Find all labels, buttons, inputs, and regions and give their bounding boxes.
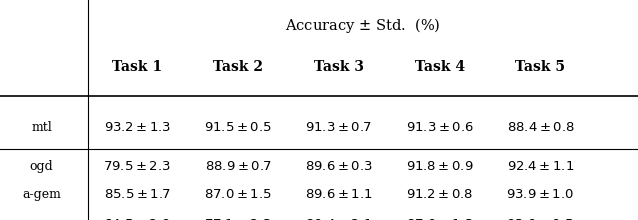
Text: Task 5: Task 5 bbox=[516, 60, 565, 74]
Text: $91.2 \pm 0.8$: $91.2 \pm 0.8$ bbox=[406, 188, 473, 201]
Text: $88.9 \pm 0.7$: $88.9 \pm 0.7$ bbox=[205, 160, 271, 173]
Text: $91.3 \pm 0.6$: $91.3 \pm 0.6$ bbox=[406, 121, 473, 134]
Text: ewc: ewc bbox=[29, 218, 54, 220]
Text: $80.4 \pm 2.1$: $80.4 \pm 2.1$ bbox=[305, 218, 373, 220]
Text: Task 3: Task 3 bbox=[314, 60, 364, 74]
Text: $89.6 \pm 1.1$: $89.6 \pm 1.1$ bbox=[305, 188, 373, 201]
Text: $93.2 \pm 1.3$: $93.2 \pm 1.3$ bbox=[103, 121, 171, 134]
Text: $93.9 \pm 1.0$: $93.9 \pm 1.0$ bbox=[507, 188, 574, 201]
Text: $85.5 \pm 1.7$: $85.5 \pm 1.7$ bbox=[104, 188, 170, 201]
Text: Task 4: Task 4 bbox=[415, 60, 464, 74]
Text: $77.1 \pm 2.3$: $77.1 \pm 2.3$ bbox=[204, 218, 272, 220]
Text: $92.4 \pm 1.1$: $92.4 \pm 1.1$ bbox=[507, 160, 574, 173]
Text: ogd: ogd bbox=[29, 160, 54, 173]
Text: $88.4 \pm 0.8$: $88.4 \pm 0.8$ bbox=[507, 121, 574, 134]
Text: $91.8 \pm 0.9$: $91.8 \pm 0.9$ bbox=[406, 160, 473, 173]
Text: $93.0 \pm 0.5$: $93.0 \pm 0.5$ bbox=[507, 218, 574, 220]
Text: $87.0 \pm 1.5$: $87.0 \pm 1.5$ bbox=[204, 188, 272, 201]
Text: $87.9 \pm 1.3$: $87.9 \pm 1.3$ bbox=[406, 218, 473, 220]
Text: Accuracy $\pm$ Std.  (%): Accuracy $\pm$ Std. (%) bbox=[285, 16, 441, 35]
Text: $64.5 \pm 2.9$: $64.5 \pm 2.9$ bbox=[103, 218, 171, 220]
Text: $79.5 \pm 2.3$: $79.5 \pm 2.3$ bbox=[103, 160, 171, 173]
Text: Task 2: Task 2 bbox=[213, 60, 263, 74]
Text: $91.3 \pm 0.7$: $91.3 \pm 0.7$ bbox=[306, 121, 372, 134]
Text: mtl: mtl bbox=[31, 121, 52, 134]
Text: $89.6 \pm 0.3$: $89.6 \pm 0.3$ bbox=[305, 160, 373, 173]
Text: $91.5 \pm 0.5$: $91.5 \pm 0.5$ bbox=[204, 121, 272, 134]
Text: a-gem: a-gem bbox=[22, 188, 61, 201]
Text: Task 1: Task 1 bbox=[112, 60, 162, 74]
